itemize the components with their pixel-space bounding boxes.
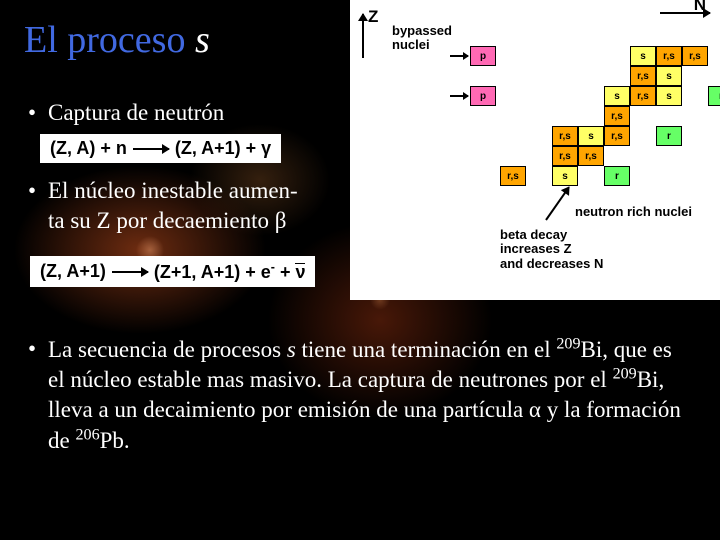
nuclide-cell-rs: r,s <box>552 146 578 166</box>
bullet-1: • Captura de neutrón <box>48 98 224 128</box>
z-axis-label: Z <box>368 8 378 27</box>
bullet-1-text: Captura de neutrón <box>48 100 224 125</box>
nuclide-cell-p: p <box>470 86 496 106</box>
neutron-rich-label: neutron rich nuclei <box>575 205 692 219</box>
eq2-left: (Z, A+1) <box>40 261 106 282</box>
nuclide-cell-r: r <box>604 166 630 186</box>
nuclide-cell-rs: r,s <box>604 126 630 146</box>
eq1-left: (Z, A) + n <box>50 138 127 159</box>
nuclide-cell-rs: r,s <box>552 126 578 146</box>
title-text-s: s <box>195 19 210 61</box>
nuclide-cell-s: s <box>604 86 630 106</box>
nuclide-cell-rs: r,s <box>604 106 630 126</box>
bullet-3-text: La secuencia de procesos s tiene una ter… <box>48 337 681 453</box>
eq1-right: (Z, A+1) + γ <box>175 138 271 159</box>
nuclide-cell-s: s <box>578 126 604 146</box>
slide-title: El proceso s <box>24 18 210 62</box>
bullet-2: • El núcleo inestable aumen- ta su Z por… <box>48 176 298 236</box>
nuclide-cell-s: s <box>656 86 682 106</box>
nuclide-cell-rs: r,s <box>630 66 656 86</box>
nuclide-cell-s: s <box>630 46 656 66</box>
bypassed-arrow-icon <box>450 95 468 97</box>
bullet-3: • La secuencia de procesos s tiene una t… <box>48 334 688 456</box>
beta-decay-arrow-icon <box>545 187 570 221</box>
nuclide-cell-s: s <box>656 66 682 86</box>
nuclide-cell-rs: r,s <box>500 166 526 186</box>
n-axis-label: N <box>694 0 706 15</box>
z-axis-arrow-icon <box>362 14 364 58</box>
arrow-icon <box>112 271 148 273</box>
nuclide-cell-rs: r,s <box>578 146 604 166</box>
nuclide-cell-rs: r,s <box>656 46 682 66</box>
bullet-dot-icon: • <box>28 176 36 206</box>
eq2-right: (Z+1, A+1) + e- + ν <box>154 260 306 283</box>
bullet-2-line1: El núcleo inestable aumen- <box>48 178 298 203</box>
equation-1: (Z, A) + n (Z, A+1) + γ <box>40 134 281 163</box>
beta-decay-label: beta decay increases Z and decreases N <box>500 228 603 271</box>
nucleosynthesis-diagram: Z N bypassed nuclei sr,sr,sr,sssr,ssrr,s… <box>350 0 720 300</box>
bypassed-label: bypassed nuclei <box>392 24 452 53</box>
equation-2: (Z, A+1) (Z+1, A+1) + e- + ν <box>30 256 315 287</box>
nuclide-cell-r: r <box>708 86 720 106</box>
arrow-icon <box>133 148 169 150</box>
nuclide-cell-rs: r,s <box>682 46 708 66</box>
bullet-2-line2: ta su Z por decaemiento β <box>48 208 286 233</box>
title-text-main: El proceso <box>24 19 185 61</box>
nuclide-cell-rs: r,s <box>630 86 656 106</box>
nuclide-cell-r: r <box>656 126 682 146</box>
bullet-dot-icon: • <box>28 98 36 128</box>
nuclide-cell-p: p <box>470 46 496 66</box>
bullet-dot-icon: • <box>28 334 36 364</box>
bypassed-arrow-icon <box>450 55 468 57</box>
